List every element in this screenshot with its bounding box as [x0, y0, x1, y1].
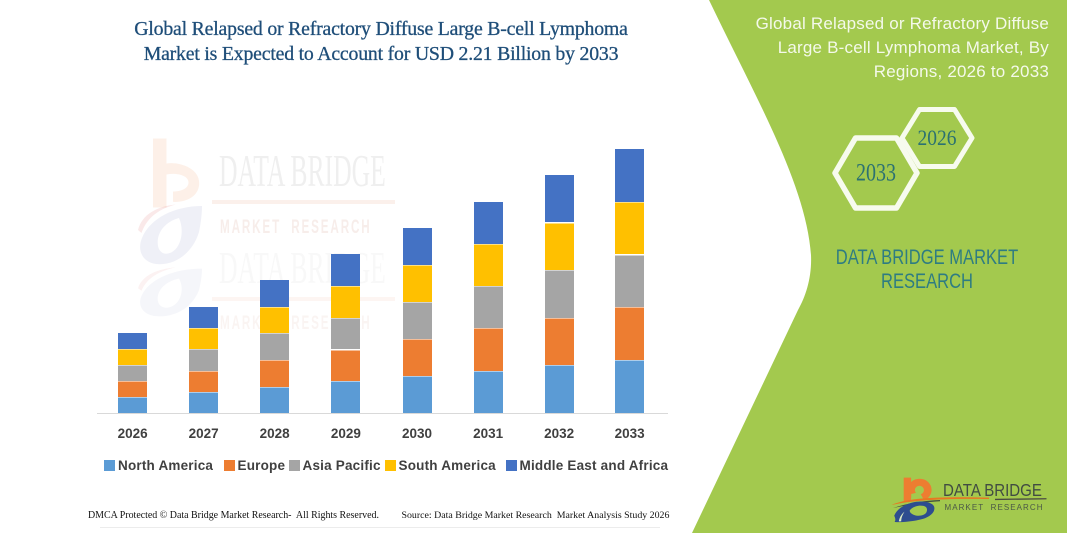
svg-text:2033: 2033: [856, 160, 896, 187]
svg-text:2026: 2026: [918, 125, 957, 150]
